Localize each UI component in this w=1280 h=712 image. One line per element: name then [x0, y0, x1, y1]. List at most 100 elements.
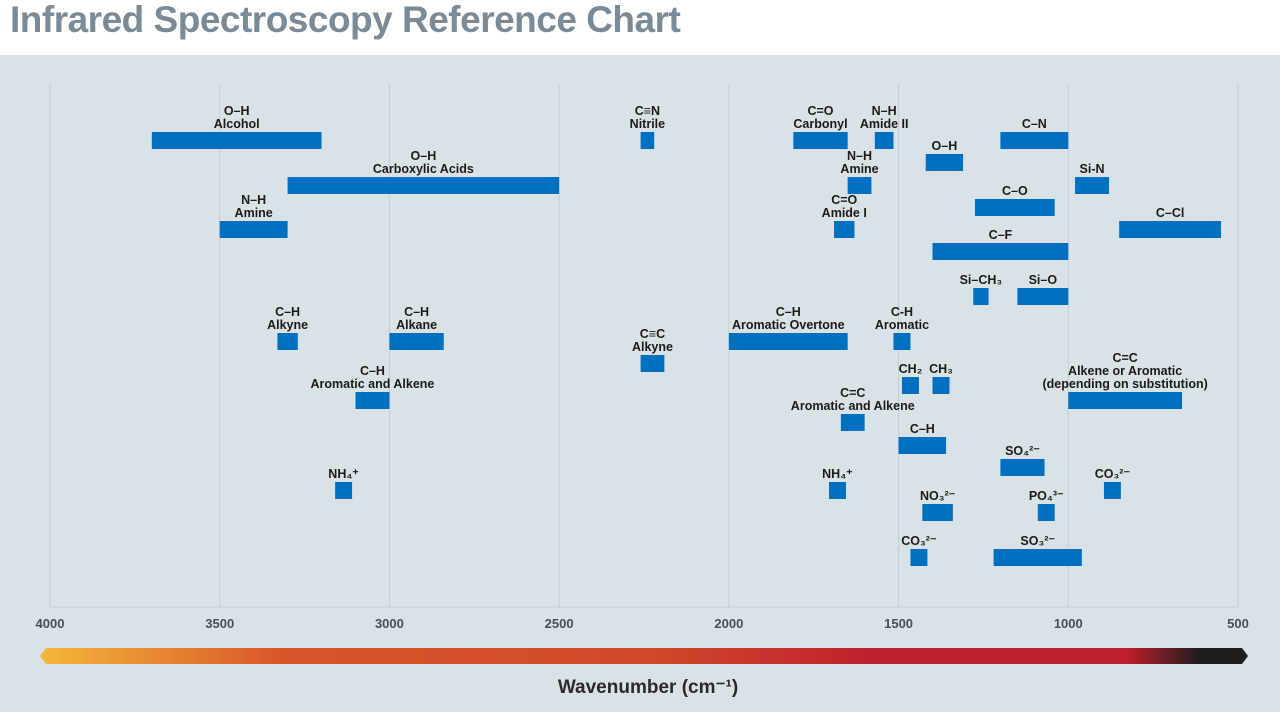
band-label: C–F: [989, 228, 1013, 242]
band-label: Nitrile: [630, 117, 665, 131]
band-label: C–H: [275, 305, 300, 319]
band-bar: [932, 377, 950, 394]
band-bar: [847, 177, 872, 194]
band-label: Alkyne: [267, 318, 308, 332]
band: Si–O: [1017, 273, 1069, 305]
band-bar: [219, 221, 288, 238]
wavenumber-colorbar: [40, 648, 1248, 664]
band: CH₂: [899, 362, 923, 394]
band-bar: [1119, 221, 1222, 238]
band-label: CO₃²⁻: [1095, 467, 1131, 481]
band-bar: [828, 482, 846, 499]
band-label: N–H: [872, 104, 897, 118]
band-bar: [1068, 392, 1182, 409]
x-tick-label: 4000: [36, 616, 65, 631]
band-bar: [640, 355, 665, 372]
band-bar: [925, 154, 964, 171]
band-label: Carboxylic Acids: [373, 162, 474, 176]
band-label: Aromatic and Alkene: [791, 399, 915, 413]
band-bar: [1037, 504, 1055, 521]
band-label: C≡C: [640, 327, 665, 341]
band-bar: [1000, 459, 1045, 476]
x-tick-label: 1500: [884, 616, 913, 631]
band-label: N–H: [241, 193, 266, 207]
band-bar: [910, 549, 928, 566]
band-bar: [932, 243, 1069, 260]
band: CO₃²⁻: [901, 534, 937, 566]
band: NH₄⁺: [328, 467, 359, 499]
band: CH₃: [929, 362, 953, 394]
page-title: Infrared Spectroscopy Reference Chart: [10, 0, 681, 40]
band-bar: [389, 333, 444, 350]
band-bar: [1075, 177, 1110, 194]
band-label: C–H: [910, 422, 935, 436]
band-label: C=O: [831, 193, 857, 207]
band-label: CH₃: [929, 362, 953, 376]
band-bar: [993, 549, 1082, 566]
band-label: C–H: [776, 305, 801, 319]
band-bar: [355, 392, 390, 409]
band-label: Aromatic Overtone: [732, 318, 845, 332]
band-bar: [287, 177, 560, 194]
band-label: Si–O: [1029, 273, 1058, 287]
band-label: Alcohol: [214, 117, 260, 131]
band-label: O–H: [932, 139, 958, 153]
band: NH₄⁺: [822, 467, 853, 499]
band: C–H: [898, 422, 947, 454]
band: C–N: [1000, 117, 1069, 149]
band-bar: [793, 132, 848, 149]
band-label: C–N: [1022, 117, 1047, 131]
band-label: C=C: [1112, 351, 1137, 365]
band-label: SO₄²⁻: [1005, 444, 1040, 458]
band-label: CH₂: [899, 362, 923, 376]
band-label: O–H: [224, 104, 250, 118]
band-bar: [335, 482, 353, 499]
band-label: CO₃²⁻: [901, 534, 937, 548]
band: Si-N: [1075, 162, 1110, 194]
band-label: N–H: [847, 149, 872, 163]
band-bar: [640, 132, 655, 149]
x-tick-label: 3000: [375, 616, 404, 631]
band-label: C=O: [807, 104, 833, 118]
band-bar: [898, 437, 947, 454]
band-label: C–H: [404, 305, 429, 319]
band-bar: [840, 414, 865, 431]
band-bar: [874, 132, 894, 149]
band: C–F: [932, 228, 1069, 260]
band-bar: [893, 333, 911, 350]
band-bar: [277, 333, 298, 350]
band-label: Alkane: [396, 318, 437, 332]
band-label: Amine: [235, 206, 273, 220]
band-label: PO₄³⁻: [1029, 489, 1064, 503]
band-bar: [922, 504, 953, 521]
band-bar: [728, 333, 848, 350]
band-label: C–Cl: [1156, 206, 1184, 220]
band: C–Cl: [1119, 206, 1222, 238]
band-bar: [151, 132, 322, 149]
x-tick-label: 2000: [714, 616, 743, 631]
band-label: C-H: [891, 305, 913, 319]
band-label: Aromatic and Alkene: [311, 377, 435, 391]
band-label: C=C: [840, 386, 865, 400]
x-tick-label: 1000: [1054, 616, 1083, 631]
band-label: Carbonyl: [793, 117, 847, 131]
band: NO₃²⁻: [920, 489, 956, 521]
band-label: Amide I: [822, 206, 867, 220]
band-label: O–H: [411, 149, 437, 163]
band-label: C–O: [1002, 184, 1028, 198]
band: PO₄³⁻: [1029, 489, 1064, 521]
band-label: Amide II: [860, 117, 909, 131]
